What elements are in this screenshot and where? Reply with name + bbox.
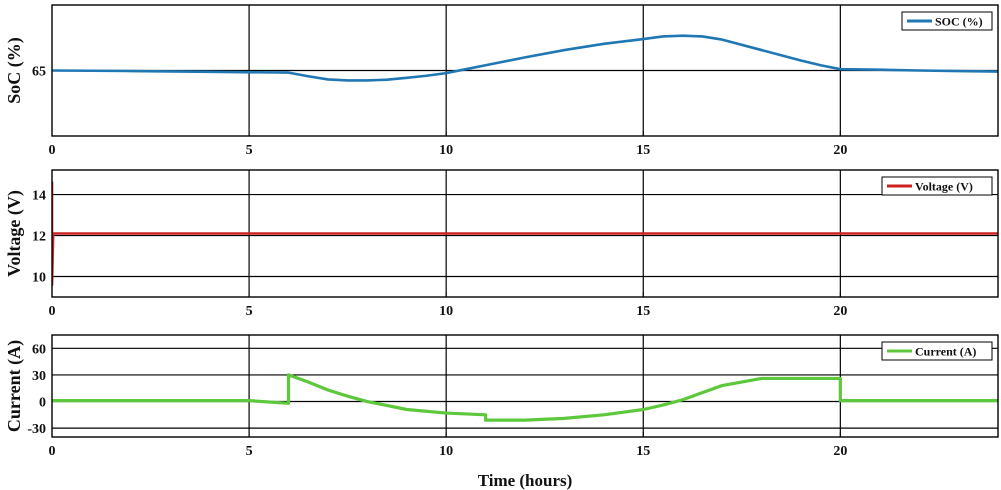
soc-xtick-label: 15 (636, 143, 650, 158)
soc-xtick-label: 20 (833, 143, 847, 158)
soc-series-line (52, 34, 998, 82)
soc-axes-frame (51, 4, 999, 137)
soc-xtick-label: 5 (246, 143, 253, 158)
voltage-ytick-label: 12 (32, 230, 46, 245)
soc-legend-box (901, 11, 993, 31)
xlabel: Time (hours) (478, 471, 573, 490)
voltage-panel: 0 5 10 15 20 10 12 14 Voltage (V) Voltage (V) (4, 169, 999, 319)
current-legend-box (881, 341, 993, 361)
voltage-series-line (52, 180, 998, 287)
voltage-ytick-label: 14 (32, 189, 46, 204)
current-ytick-label: 0 (39, 396, 46, 411)
voltage-xtick-label: 20 (833, 304, 847, 319)
current-xtick-label: 5 (246, 444, 253, 459)
current-axes-frame (51, 334, 999, 438)
current-xtick-label: 15 (636, 444, 650, 459)
soc-ylabel: SoC (%) (4, 37, 25, 104)
voltage-xtick-label: 5 (246, 304, 253, 319)
voltage-legend: Voltage (V) (881, 176, 993, 196)
current-xtick-label: 0 (49, 444, 56, 459)
soc-panel: 0 5 10 15 20 65 SoC (%) SOC (%) (4, 4, 999, 158)
soc-xtick-label: 0 (49, 143, 56, 158)
current-ytick-label: 60 (32, 342, 46, 357)
current-legend: Current (A) (881, 341, 993, 361)
voltage-ylabel: Voltage (V) (4, 190, 25, 277)
voltage-legend-label: Voltage (V) (915, 180, 973, 194)
voltage-xtick-label: 15 (636, 304, 650, 319)
voltage-xtick-label: 0 (49, 304, 56, 319)
soc-ytick-label: 65 (32, 65, 46, 80)
current-xtick-label: 20 (833, 444, 847, 459)
current-ytick-label: -30 (27, 422, 46, 437)
voltage-axes-frame (51, 169, 999, 298)
current-ylabel: Current (A) (4, 340, 25, 432)
voltage-ytick-label: 10 (32, 271, 46, 286)
current-legend-label: Current (A) (915, 345, 976, 359)
current-xtick-label: 10 (439, 444, 453, 459)
soc-legend-label: SOC (%) (935, 15, 983, 29)
voltage-legend-box (881, 176, 993, 196)
voltage-xtick-label: 10 (439, 304, 453, 319)
soc-legend: SOC (%) (901, 11, 993, 31)
soc-xtick-label: 10 (439, 143, 453, 158)
current-ytick-label: 30 (32, 369, 46, 384)
current-series-line (52, 373, 998, 422)
